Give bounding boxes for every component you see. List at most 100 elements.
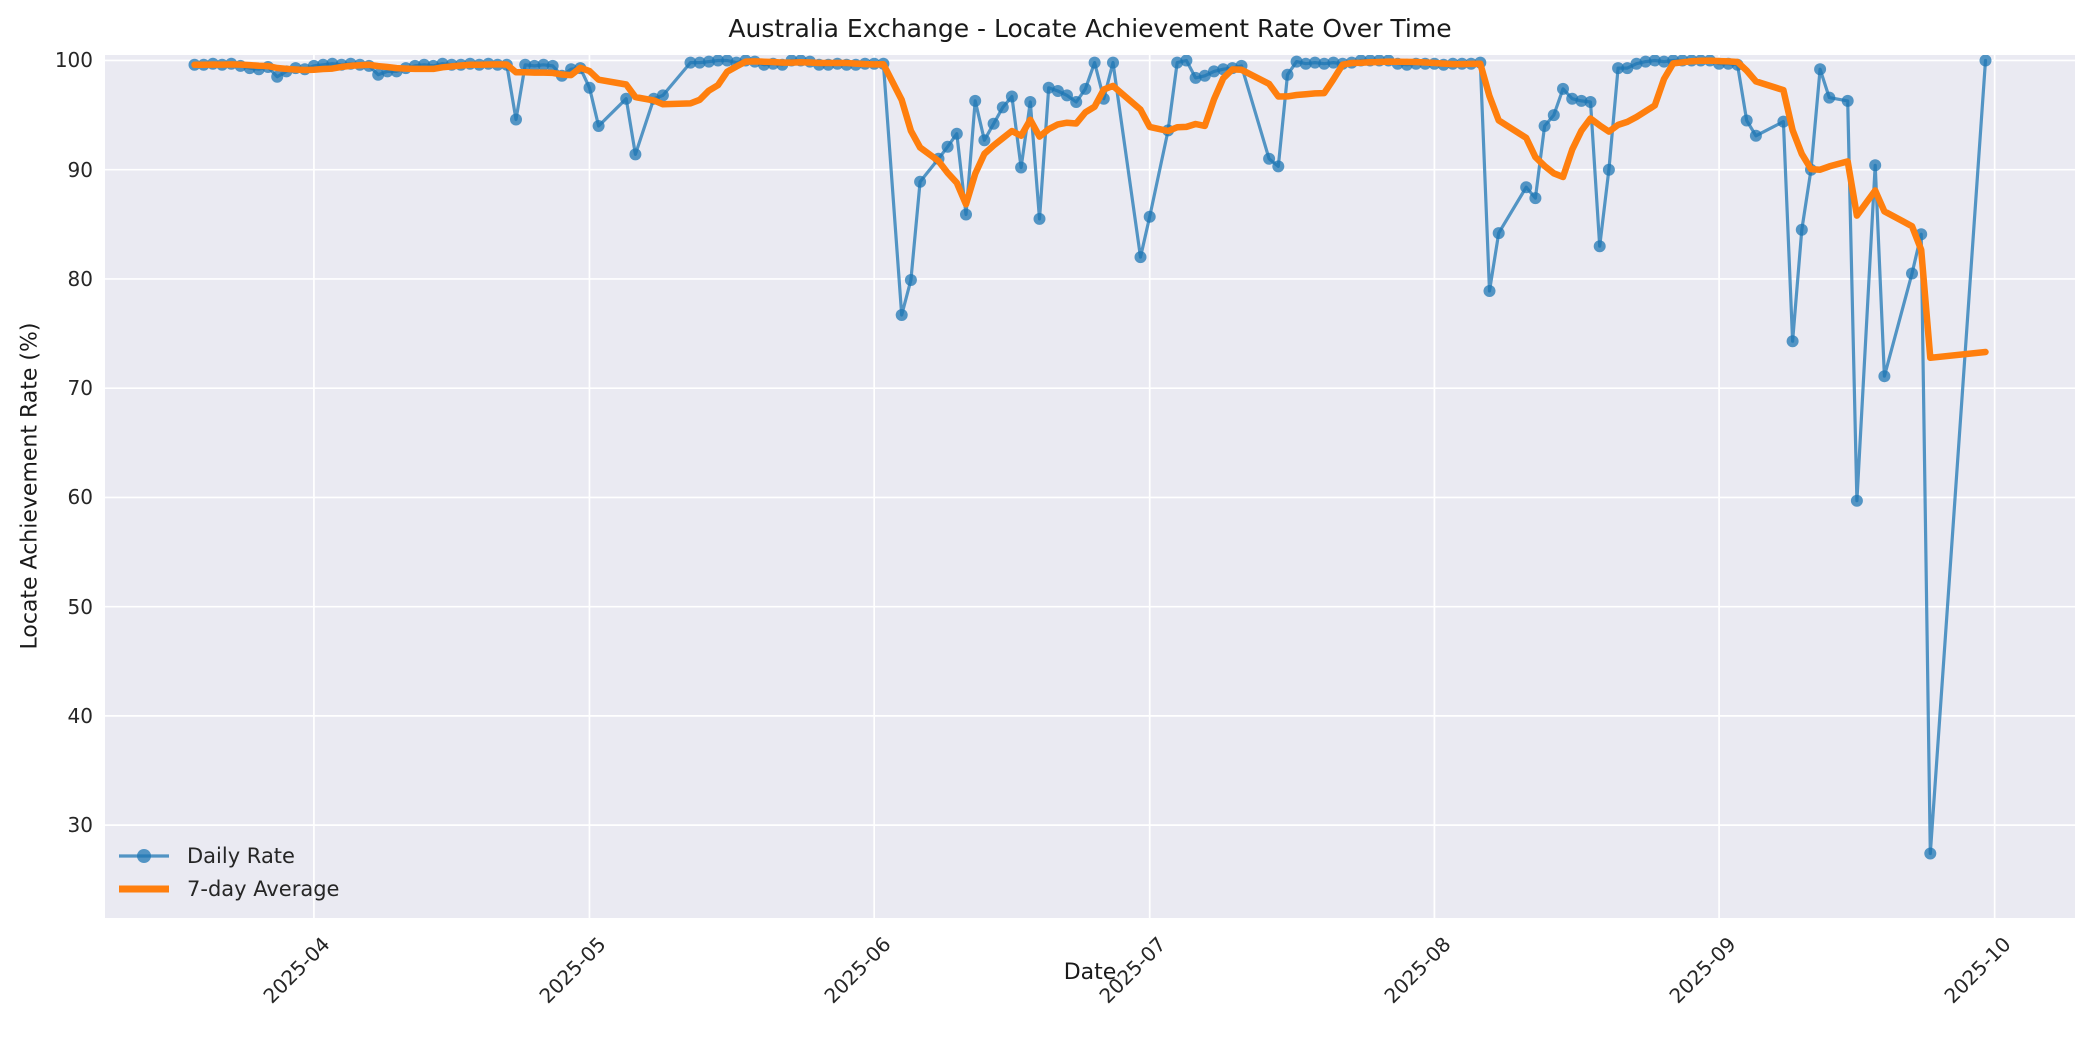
daily-rate-marker bbox=[1483, 285, 1496, 297]
daily-rate-marker bbox=[987, 117, 1000, 130]
daily-rate-marker bbox=[950, 127, 963, 140]
daily-rate-marker bbox=[1327, 56, 1340, 69]
daily-rate-marker bbox=[978, 134, 991, 147]
legend-label-7day-average: 7-day Average bbox=[187, 876, 340, 901]
daily-rate-marker bbox=[1979, 55, 1992, 67]
daily-rate-marker bbox=[1042, 81, 1055, 94]
daily-rate-marker bbox=[1079, 82, 1092, 95]
daily-rate-marker bbox=[510, 113, 522, 126]
daily-rate-marker bbox=[1749, 129, 1762, 142]
y-tick-label: 50 bbox=[67, 594, 93, 619]
daily-rate-marker bbox=[1208, 65, 1220, 78]
daily-rate-marker bbox=[1547, 109, 1560, 122]
daily-rate-marker bbox=[960, 208, 972, 221]
daily-rate-marker bbox=[1584, 96, 1597, 108]
daily-rate-marker bbox=[1906, 267, 1918, 280]
daily-rate-marker bbox=[1143, 210, 1156, 223]
chart-title: Australia Exchange - Locate Achievement … bbox=[728, 14, 1452, 43]
daily-rate-marker bbox=[1566, 92, 1579, 105]
daily-rate-marker bbox=[656, 89, 669, 102]
data-layer bbox=[188, 55, 1992, 860]
daily-rate-marker bbox=[1575, 94, 1588, 107]
y-tick-label: 30 bbox=[67, 813, 93, 838]
daily-rate-line-icon bbox=[119, 848, 169, 863]
y-tick-label: 100 bbox=[54, 48, 93, 73]
y-tick-label: 90 bbox=[67, 157, 93, 182]
avg-line-icon bbox=[119, 885, 169, 892]
daily-rate-marker bbox=[583, 81, 596, 94]
y-tick-label: 40 bbox=[67, 703, 93, 728]
daily-rate-marker bbox=[1015, 161, 1028, 174]
daily-rate-marker bbox=[1318, 57, 1331, 70]
daily-rate-marker bbox=[1648, 55, 1661, 67]
daily-rate-marker bbox=[996, 101, 1009, 114]
daily-rate-marker bbox=[1630, 57, 1643, 70]
daily-rate-marker bbox=[1593, 240, 1606, 253]
daily-rate-marker bbox=[372, 68, 385, 81]
daily-rate-marker bbox=[620, 92, 633, 105]
daily-rate-marker bbox=[712, 55, 724, 67]
daily-rate-marker bbox=[1198, 69, 1211, 82]
daily-rate-marker bbox=[1299, 57, 1312, 70]
daily-rate-marker bbox=[1612, 62, 1625, 75]
daily-rate-marker bbox=[1189, 71, 1202, 84]
daily-rate-marker bbox=[914, 175, 927, 188]
daily-rate-marker bbox=[592, 120, 605, 132]
daily-rate-marker bbox=[1621, 62, 1634, 75]
daily-rate-marker bbox=[1520, 181, 1533, 194]
daily-rate-marker bbox=[1061, 89, 1073, 102]
daily-rate-marker bbox=[1492, 227, 1505, 240]
daily-rate-marker bbox=[693, 56, 706, 69]
daily-rate-marker bbox=[1005, 90, 1018, 103]
daily-rate-marker bbox=[1024, 96, 1037, 108]
daily-rate-marker bbox=[546, 59, 559, 72]
daily-rate-marker bbox=[1134, 251, 1147, 264]
legend-label-daily-rate: Daily Rate bbox=[187, 843, 295, 868]
daily-rate-marker bbox=[1290, 55, 1303, 68]
daily-rate-marker bbox=[1850, 494, 1863, 507]
daily-rate-marker bbox=[1051, 85, 1064, 97]
daily-rate-marker bbox=[629, 148, 642, 161]
daily-rate-marker bbox=[1786, 335, 1799, 348]
daily-rate-marker bbox=[1180, 55, 1193, 67]
daily-rate-marker bbox=[1795, 223, 1808, 236]
legend-item-7day-average: 7-day Average bbox=[117, 872, 339, 905]
daily-rate-marker bbox=[1777, 115, 1790, 128]
daily-rate-marker bbox=[1602, 163, 1615, 176]
avg-line bbox=[191, 57, 1989, 362]
y-axis-title: Locate Achievement Rate (%) bbox=[17, 322, 43, 650]
daily-rate-marker bbox=[1171, 56, 1184, 69]
daily-rate-marker bbox=[1263, 152, 1276, 165]
daily-rate-marker bbox=[1869, 159, 1882, 172]
daily-rate-marker bbox=[1538, 120, 1551, 132]
daily-rate-marker bbox=[528, 59, 541, 72]
daily-rate-marker bbox=[1309, 56, 1321, 69]
daily-rate-marker bbox=[1033, 212, 1046, 225]
daily-rate-marker bbox=[1070, 96, 1083, 108]
legend-item-daily-rate: Daily Rate bbox=[117, 839, 339, 872]
daily-rate-marker bbox=[895, 309, 908, 321]
daily-rate-marker bbox=[1107, 56, 1119, 69]
daily-rate-marker bbox=[537, 58, 550, 71]
daily-rate-marker bbox=[1740, 114, 1753, 127]
y-tick-label: 60 bbox=[67, 485, 93, 510]
daily-rate-marker bbox=[1272, 160, 1285, 173]
daily-rate-marker bbox=[519, 58, 532, 71]
legend: Daily Rate 7-day Average bbox=[117, 839, 339, 905]
daily-rate-marker bbox=[1814, 63, 1827, 76]
daily-rate-marker bbox=[969, 94, 982, 107]
daily-rate-marker bbox=[702, 55, 715, 68]
daily-rate-marker bbox=[1924, 847, 1937, 860]
plot-area bbox=[105, 55, 2075, 918]
daily-rate-marker bbox=[1823, 91, 1836, 104]
x-axis-title: Date bbox=[1063, 960, 1117, 985]
daily-rate-marker bbox=[1841, 94, 1854, 107]
daily-rate-marker bbox=[1557, 82, 1569, 95]
daily-rate-marker bbox=[721, 55, 734, 67]
daily-rate-marker bbox=[1658, 55, 1670, 68]
y-tick-label: 80 bbox=[67, 266, 93, 291]
daily-rate-marker bbox=[1088, 56, 1101, 69]
daily-rate-marker bbox=[1529, 192, 1542, 205]
